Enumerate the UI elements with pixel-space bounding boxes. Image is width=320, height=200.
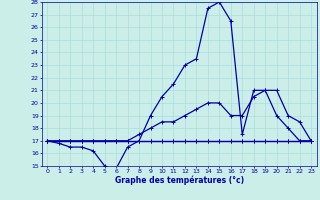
X-axis label: Graphe des températures (°c): Graphe des températures (°c) bbox=[115, 175, 244, 185]
